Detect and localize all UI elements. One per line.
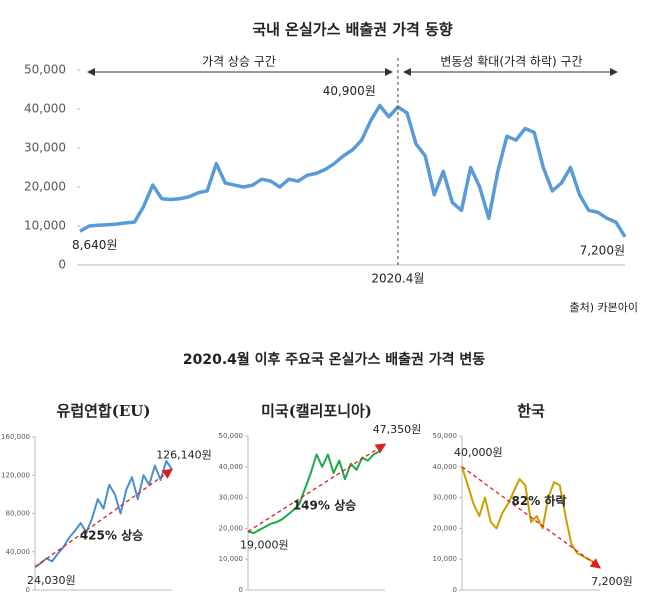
y-tick-label: 160,000: [1, 433, 30, 441]
value-label: 40,000원: [454, 446, 503, 459]
trend-arrow: [461, 466, 602, 569]
x-tick-label: 2020.4월: [371, 272, 424, 286]
y-tick-label: 20,000: [433, 524, 458, 532]
annotation: 425% 상승: [80, 528, 143, 543]
y-tick-label: 0: [239, 586, 243, 594]
y-tick-label: 20,000: [24, 180, 66, 194]
y-tick-label: 20,000: [219, 524, 244, 532]
chart-title: 한국: [517, 402, 545, 420]
section-title: 2020.4월 이후 주요국 온실가스 배출권 가격 변동: [183, 351, 485, 368]
y-tick-label: 40,000: [433, 463, 458, 471]
value-label: 7,200원: [591, 575, 633, 588]
trend-arrow: [247, 443, 387, 533]
price-line: [79, 103, 627, 238]
y-tick-label: 50,000: [219, 432, 244, 440]
y-tick-label: 80,000: [6, 510, 31, 518]
trend-arrow: [34, 468, 174, 568]
chart-title: 미국(캘리포니아): [261, 402, 372, 420]
y-tick-label: 10,000: [433, 555, 458, 563]
source: 출처) 카본아이: [569, 301, 638, 314]
annotation: 가격 상승 구간: [202, 55, 276, 69]
annotation: 변동성 확대(가격 하락) 구간: [440, 55, 582, 69]
chart-title: 유럽연합(EU): [57, 402, 151, 420]
annotation: 82% 하락: [512, 493, 567, 508]
y-tick-label: 30,000: [433, 494, 458, 502]
y-tick-label: 40,000: [24, 102, 66, 116]
y-tick-label: 40,000: [219, 463, 244, 471]
y-tick-label: 30,000: [219, 494, 244, 502]
y-tick-label: 50,000: [433, 432, 458, 440]
value-label: 19,000원: [240, 538, 289, 551]
value-label: 8,640원: [72, 238, 117, 252]
y-tick-label: 10,000: [24, 219, 66, 233]
price-line: [34, 459, 173, 568]
y-tick-label: 0: [58, 258, 66, 272]
y-tick-label: 40,000: [6, 548, 31, 556]
y-tick-label: 10,000: [219, 555, 244, 563]
price-line: [461, 466, 601, 569]
annotation: 149% 상승: [293, 497, 356, 512]
y-tick-label: 30,000: [24, 141, 66, 155]
y-tick-label: 0: [453, 586, 457, 594]
y-tick-label: 50,000: [24, 63, 66, 77]
value-label: 126,140원: [156, 448, 212, 461]
chart-title: 국내 온실가스 배출권 가격 동향: [252, 21, 452, 39]
y-tick-label: 0: [26, 586, 30, 594]
price-line: [247, 443, 386, 534]
value-label: 47,350원: [373, 423, 422, 436]
value-label: 7,200원: [580, 243, 625, 257]
value-label: 24,030원: [27, 574, 76, 587]
value-label: 40,900원: [323, 84, 376, 98]
y-tick-label: 120,000: [1, 471, 30, 479]
